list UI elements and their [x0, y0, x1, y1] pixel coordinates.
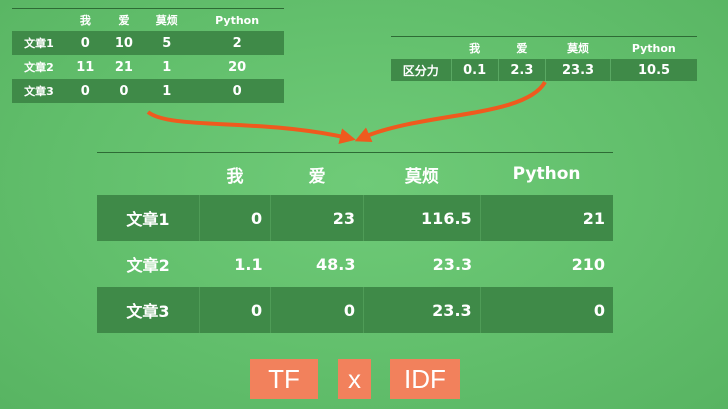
tf-cell: 2 — [232, 35, 242, 51]
result-cell: 21 — [479, 195, 613, 241]
idf-cell: 10.5 — [610, 59, 697, 81]
result-header-row: 我 爱 莫烦 Python — [97, 153, 613, 196]
formula-idf-box: IDF — [390, 359, 460, 399]
result-row: 文章3 0 0 23.3 0 — [97, 287, 613, 333]
tf-cell: 0 — [80, 83, 90, 99]
idf-header-col: 莫烦 — [567, 42, 590, 55]
tf-cell: 1 — [162, 83, 172, 99]
result-cell: 23.3 — [432, 254, 473, 274]
formula-operator-box: x — [338, 359, 371, 399]
tf-cell: 10 — [114, 35, 133, 51]
tf-header-col: 爱 — [118, 14, 130, 27]
result-header-col: 爱 — [308, 166, 326, 187]
tf-row: 文章1 0 10 5 2 — [12, 31, 284, 55]
result-table: 我 爱 莫烦 Python 文章1 0 23 116.5 21 文章2 1.1 … — [97, 152, 613, 333]
result-cell: 23 — [270, 195, 364, 241]
result-cell: 0 — [479, 287, 613, 333]
tf-row-label: 文章3 — [24, 85, 54, 98]
tf-cell: 0 — [119, 83, 129, 99]
result-cell: 0 — [198, 195, 271, 241]
tf-header-row: 我 爱 莫烦 Python — [12, 9, 284, 32]
result-cell: 1.1 — [234, 254, 263, 274]
tf-header-col: Python — [215, 13, 260, 27]
tf-cell: 0 — [232, 83, 242, 99]
tf-cell: 20 — [228, 59, 247, 75]
tf-row-label: 文章2 — [24, 61, 54, 74]
tf-cell: 11 — [76, 59, 95, 75]
result-cell: 48.3 — [316, 254, 356, 274]
idf-header-col: 我 — [469, 42, 481, 55]
idf-cell: 2.3 — [497, 59, 546, 81]
arrow-idf-to-result — [354, 80, 547, 143]
idf-row: 区分力 0.1 2.3 23.3 10.5 — [391, 59, 697, 81]
idf-table: 我 爱 莫烦 Python 区分力 0.1 2.3 23.3 10.5 — [391, 36, 697, 81]
result-cell: 116.5 — [363, 195, 481, 241]
result-cell: 23.3 — [363, 287, 481, 333]
result-row-label: 文章3 — [126, 302, 170, 321]
result-row: 文章1 0 23 116.5 21 — [97, 195, 613, 241]
tf-header-col: 我 — [79, 14, 91, 27]
result-cell: 0 — [198, 287, 271, 333]
result-header-corner — [97, 153, 200, 196]
idf-header-col: Python — [631, 41, 676, 55]
result-row-label: 文章2 — [126, 256, 170, 275]
tf-cell: 1 — [162, 59, 172, 75]
result-header-col: 莫烦 — [404, 166, 439, 187]
result-cell: 210 — [571, 254, 605, 274]
result-header-col: Python — [512, 164, 581, 184]
tf-cell: 0 — [80, 35, 90, 51]
arrow-tf-to-result — [146, 110, 356, 145]
result-row: 文章2 1.1 48.3 23.3 210 — [97, 241, 613, 287]
tf-row: 文章3 0 0 1 0 — [12, 79, 284, 103]
tf-row-label: 文章1 — [24, 37, 54, 50]
tf-table: 我 爱 莫烦 Python 文章1 0 10 5 2 文章2 11 21 1 2… — [12, 8, 284, 103]
tf-cell: 5 — [162, 35, 172, 51]
result-row-label: 文章1 — [126, 210, 170, 229]
idf-header-row: 我 爱 莫烦 Python — [391, 37, 697, 60]
idf-header-col: 爱 — [516, 42, 528, 55]
tf-cell: 21 — [114, 59, 133, 75]
idf-row-label: 区分力 — [402, 63, 439, 78]
result-header-col: 我 — [226, 166, 244, 187]
result-cell: 0 — [270, 287, 364, 333]
tf-row: 文章2 11 21 1 20 — [12, 55, 284, 79]
formula-tf-box: TF — [250, 359, 318, 399]
idf-cell: 0.1 — [450, 59, 499, 81]
tf-header-col: 莫烦 — [155, 14, 178, 27]
idf-cell: 23.3 — [545, 59, 611, 81]
